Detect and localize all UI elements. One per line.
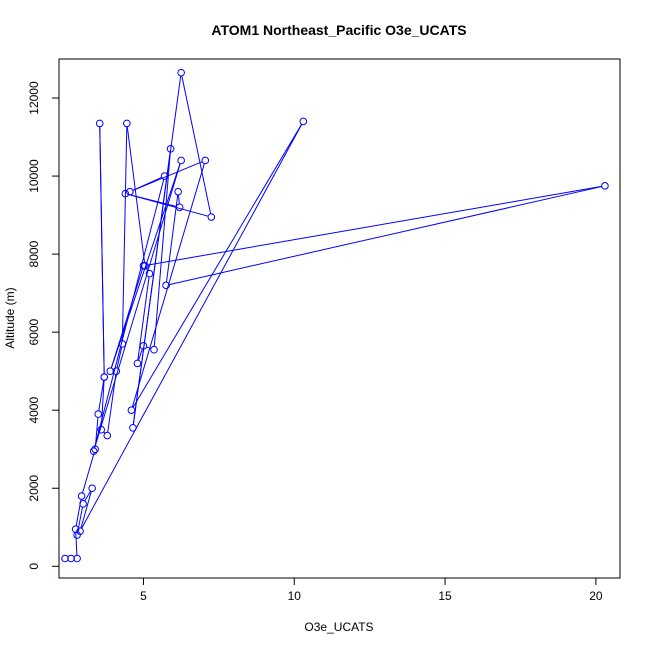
data-point [127, 406, 136, 415]
y-tick-label: 6000 [27, 318, 41, 345]
data-point [95, 119, 104, 128]
data-point [94, 410, 103, 418]
data-point [79, 500, 87, 508]
series-segment [80, 491, 92, 529]
x-tick-label: 15 [438, 589, 452, 603]
y-tick-label: 4000 [27, 397, 41, 424]
y-axis: 0 2000 4000 6000 8000 10000 12000 [27, 81, 60, 570]
x-axis-label: O3e_UCATS [304, 620, 373, 634]
y-tick-label: 0 [27, 563, 41, 570]
data-point [91, 445, 99, 454]
series-segment [165, 194, 179, 283]
data-point [112, 367, 121, 375]
series-segment [82, 452, 95, 494]
series-segment [153, 151, 171, 347]
data-point [121, 189, 130, 198]
data-point [162, 281, 170, 290]
y-tick-label: 12000 [27, 81, 41, 115]
series-segment [98, 380, 105, 411]
data-point [133, 359, 142, 368]
data-point [77, 492, 86, 500]
data-point [201, 156, 210, 165]
data-point [160, 172, 169, 180]
y-axis-label: Altitude (m) [3, 287, 17, 348]
data-point [174, 187, 182, 196]
series-segment [121, 126, 128, 341]
data-point [73, 554, 81, 563]
data-point [97, 425, 106, 434]
y-tick-label: 8000 [27, 240, 41, 267]
data-point [118, 340, 127, 348]
data-point [299, 117, 308, 126]
series-segment [94, 179, 165, 449]
series-segment [146, 185, 602, 266]
data-point [166, 144, 175, 153]
series-segment [116, 346, 123, 369]
data-point [88, 484, 96, 493]
data-point [126, 187, 134, 196]
x-tick-label: 5 [140, 589, 147, 603]
data-point [601, 182, 609, 190]
data-point [73, 531, 81, 539]
y-tick-label: 10000 [27, 159, 41, 193]
series-segment [81, 124, 303, 529]
data-point [89, 447, 98, 455]
series-segment [94, 163, 181, 449]
x-tick-label: 20 [589, 589, 603, 603]
data-point [145, 269, 154, 278]
series-segment [84, 490, 91, 502]
series-segment [181, 75, 212, 214]
data-point [150, 345, 158, 354]
data-point [175, 203, 184, 212]
series-points [61, 68, 609, 563]
series-segment [138, 348, 143, 361]
chart-title: ATOM1 Northeast_Pacific O3e_UCATS [211, 22, 466, 38]
x-tick-label: 10 [288, 589, 302, 603]
data-point [103, 431, 112, 440]
series-segment [131, 163, 205, 408]
series-segment [132, 124, 303, 408]
data-point [106, 367, 115, 375]
data-point [100, 373, 109, 381]
series-segment [107, 374, 117, 433]
data-point [139, 262, 148, 270]
y-tick-label: 2000 [27, 475, 41, 502]
data-point [139, 342, 148, 350]
series-segment [177, 194, 180, 205]
data-point [129, 423, 137, 432]
data-point [61, 554, 69, 563]
series-segment [132, 75, 182, 425]
data-point [123, 119, 131, 128]
data-point [177, 68, 185, 77]
data-point [177, 156, 185, 165]
series-segment [126, 126, 146, 263]
series-segment [110, 163, 181, 369]
data-point [67, 554, 75, 563]
series-segment [169, 186, 602, 286]
series-segment [128, 193, 177, 207]
data-point [207, 213, 216, 221]
series-segment [75, 532, 78, 556]
x-axis: 5 10 15 20 [140, 577, 603, 603]
series-segment [99, 126, 105, 374]
